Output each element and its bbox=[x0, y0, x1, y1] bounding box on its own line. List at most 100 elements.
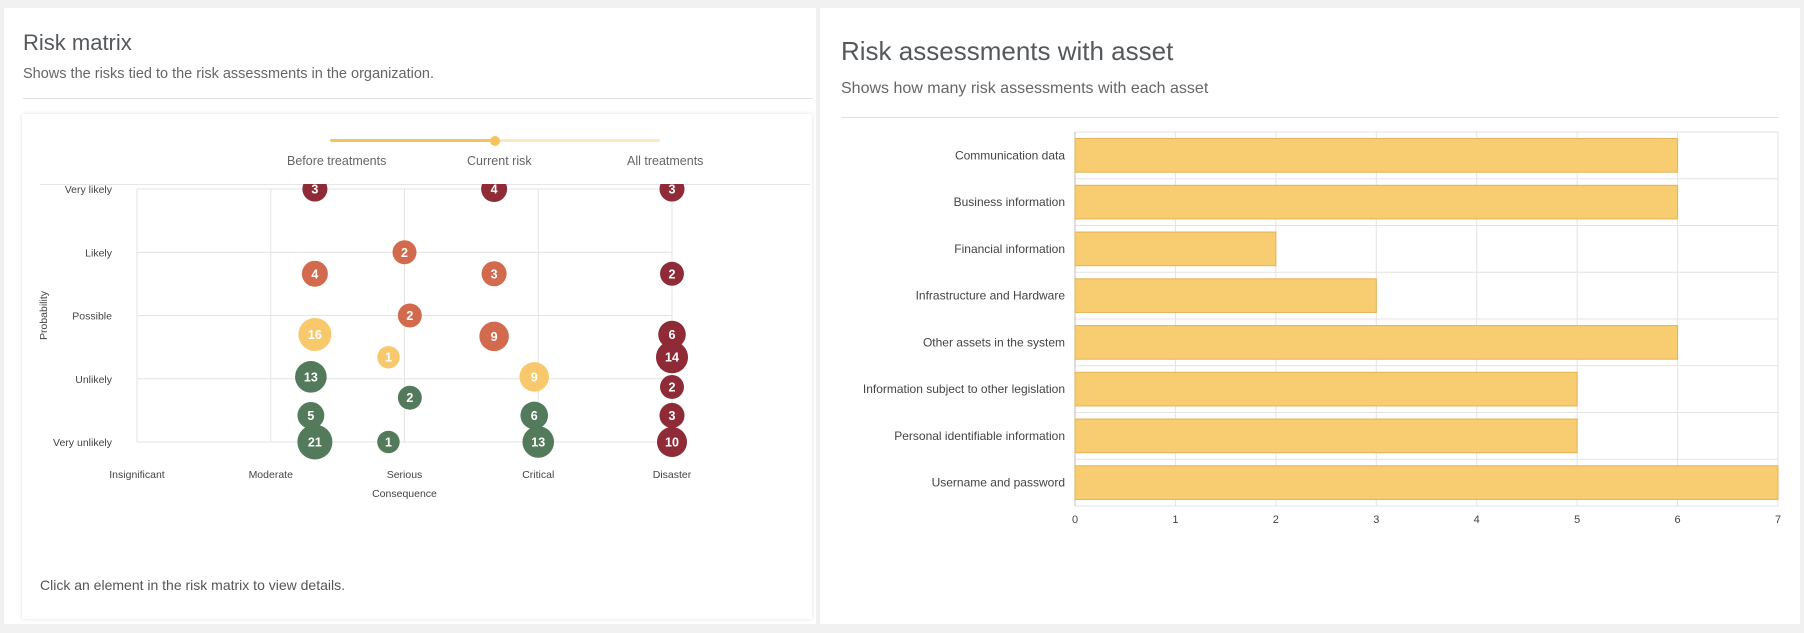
risk-bubble[interactable]: 2 bbox=[660, 261, 684, 286]
risk-bubble-circle[interactable] bbox=[520, 401, 549, 430]
risk-bubble-circle[interactable] bbox=[658, 320, 686, 349]
risk-matrix-subtitle: Shows the risks tied to the risk assessm… bbox=[23, 66, 435, 82]
risk-bubble[interactable]: 4 bbox=[481, 184, 508, 202]
risk-bubble[interactable]: 1 bbox=[377, 345, 400, 369]
risk-bubble-circle[interactable] bbox=[659, 402, 685, 428]
risk-bubble-circle[interactable] bbox=[519, 362, 549, 392]
x-tick-label-1: 1 bbox=[1172, 514, 1178, 526]
risk-matrix-card: Before treatments Current risk All treat… bbox=[22, 114, 812, 619]
risk-bubble[interactable]: 2 bbox=[660, 374, 684, 399]
risk-bubble[interactable]: 3 bbox=[302, 184, 328, 202]
panel-divider bbox=[23, 98, 813, 99]
x-tick-label-7: 7 bbox=[1775, 514, 1781, 526]
risk-bubble-circle[interactable] bbox=[301, 260, 328, 287]
risk-bubble-circle[interactable] bbox=[660, 374, 684, 399]
risk-bubble[interactable]: 6 bbox=[658, 320, 686, 349]
risk-bubble[interactable]: 5 bbox=[297, 402, 325, 429]
risk-bubble-count[interactable]: 2 bbox=[669, 267, 676, 281]
risk-bubble-count[interactable]: 3 bbox=[491, 267, 498, 281]
bar-other-assets-in-the-system[interactable] bbox=[1074, 325, 1679, 360]
risk-bubble-circle[interactable] bbox=[481, 184, 508, 202]
risk-bubble-count[interactable]: 6 bbox=[531, 409, 538, 423]
risk-bubble-circle[interactable] bbox=[298, 317, 332, 351]
risk-bubble-circle[interactable] bbox=[656, 426, 688, 458]
bar-financial-information[interactable] bbox=[1074, 231, 1277, 267]
risk-bubble-circle[interactable] bbox=[479, 321, 509, 352]
risk-bubble-circle[interactable] bbox=[377, 430, 400, 454]
risk-bubble[interactable]: 13 bbox=[522, 426, 555, 458]
bar-business-information[interactable] bbox=[1074, 184, 1679, 220]
y-tick-label-unlikely: Unlikely bbox=[75, 374, 113, 386]
bar-personal-identifiable-information[interactable] bbox=[1074, 418, 1578, 454]
slider-label-all-treatments[interactable]: All treatments bbox=[627, 154, 704, 168]
risk-bubble[interactable]: 2 bbox=[397, 385, 422, 410]
treatment-slider-thumb[interactable] bbox=[490, 135, 500, 146]
risk-bubble-count[interactable]: 13 bbox=[304, 370, 318, 384]
risk-bubble[interactable]: 14 bbox=[655, 341, 689, 374]
risk-bubble[interactable]: 16 bbox=[298, 317, 332, 351]
risk-bubble[interactable]: 3 bbox=[481, 261, 507, 287]
x-tick-label-moderate: Moderate bbox=[249, 469, 294, 481]
y-tick-label-business-information: Business information bbox=[954, 195, 1065, 209]
risk-bubble-count[interactable]: 2 bbox=[401, 246, 408, 260]
risk-bubble-count[interactable]: 5 bbox=[307, 409, 314, 423]
risk-bubble-count[interactable]: 3 bbox=[311, 184, 318, 197]
risk-bubble-count[interactable]: 16 bbox=[308, 328, 322, 342]
matrix-footer-hint: Click an element in the risk matrix to v… bbox=[40, 577, 345, 593]
x-tick-label-3: 3 bbox=[1373, 514, 1379, 526]
risk-bubble[interactable]: 1 bbox=[377, 430, 400, 454]
risk-bubble-circle[interactable] bbox=[481, 261, 507, 287]
treatment-slider-track-filled[interactable] bbox=[330, 139, 494, 142]
card-divider bbox=[40, 184, 810, 185]
risk-bubble[interactable]: 4 bbox=[301, 260, 328, 287]
bar-communication-data[interactable] bbox=[1074, 138, 1679, 173]
risk-bubble[interactable]: 2 bbox=[397, 303, 422, 328]
risk-bubble-count[interactable]: 2 bbox=[669, 380, 676, 394]
y-tick-label-username-and-password: Username and password bbox=[932, 476, 1065, 490]
risk-bubble[interactable]: 3 bbox=[659, 184, 685, 202]
risk-bubble-count[interactable]: 4 bbox=[491, 184, 498, 197]
bar-infrastructure-and-hardware[interactable] bbox=[1074, 278, 1377, 313]
risk-bubble-count[interactable]: 14 bbox=[665, 351, 679, 365]
risk-bubble-circle[interactable] bbox=[397, 385, 422, 410]
risk-bubble-circle[interactable] bbox=[295, 361, 327, 393]
slider-label-before-treatments[interactable]: Before treatments bbox=[287, 154, 387, 168]
risk-bubble-circle[interactable] bbox=[297, 402, 325, 429]
risk-bubble-circle[interactable] bbox=[397, 303, 422, 328]
risk-bubble-circle[interactable] bbox=[655, 341, 689, 374]
risk-bubble[interactable]: 3 bbox=[659, 402, 685, 428]
risk-bubble[interactable]: 6 bbox=[520, 401, 549, 430]
risk-bubble-circle[interactable] bbox=[522, 426, 555, 458]
risk-bubble[interactable]: 2 bbox=[392, 240, 417, 265]
risk-bubble-circle[interactable] bbox=[302, 184, 328, 202]
slider-label-current-risk[interactable]: Current risk bbox=[467, 154, 532, 168]
bar-information-subject-to-other-legislation[interactable] bbox=[1074, 371, 1578, 407]
risk-bubble[interactable]: 9 bbox=[519, 362, 549, 392]
risk-bubble-count[interactable]: 3 bbox=[669, 184, 676, 197]
risk-bubble-circle[interactable] bbox=[659, 184, 685, 202]
risk-bubble-count[interactable]: 2 bbox=[406, 391, 413, 405]
risk-bubble-count[interactable]: 13 bbox=[531, 436, 545, 450]
risk-bubble-count[interactable]: 6 bbox=[669, 328, 676, 342]
risk-bubble-count[interactable]: 3 bbox=[669, 409, 676, 423]
risk-bubble-count[interactable]: 21 bbox=[308, 436, 322, 450]
bar-username-and-password[interactable] bbox=[1074, 465, 1779, 500]
risk-bubble-circle[interactable] bbox=[297, 424, 333, 460]
treatment-slider-track-rest[interactable] bbox=[494, 139, 660, 142]
risk-bubble[interactable]: 13 bbox=[295, 361, 327, 393]
y-tick-label-financial-information: Financial information bbox=[954, 242, 1065, 256]
risk-bubble-circle[interactable] bbox=[660, 261, 684, 286]
risk-bubble[interactable]: 10 bbox=[656, 426, 688, 458]
risk-bubble[interactable]: 9 bbox=[479, 321, 509, 352]
risk-bubble[interactable]: 21 bbox=[297, 424, 333, 460]
risk-bubble-circle[interactable] bbox=[377, 345, 400, 369]
risk-bubble-count[interactable]: 1 bbox=[385, 436, 392, 450]
risk-bubble-count[interactable]: 2 bbox=[406, 309, 413, 323]
risk-bubble-count[interactable]: 1 bbox=[385, 351, 392, 365]
risk-bubble-count[interactable]: 4 bbox=[311, 267, 318, 281]
risk-bubble-circle[interactable] bbox=[392, 240, 417, 265]
risk-bubble-count[interactable]: 9 bbox=[491, 330, 498, 344]
risk-bubble-count[interactable]: 10 bbox=[665, 436, 679, 450]
x-tick-label-5: 5 bbox=[1574, 514, 1580, 526]
risk-bubble-count[interactable]: 9 bbox=[531, 370, 538, 384]
